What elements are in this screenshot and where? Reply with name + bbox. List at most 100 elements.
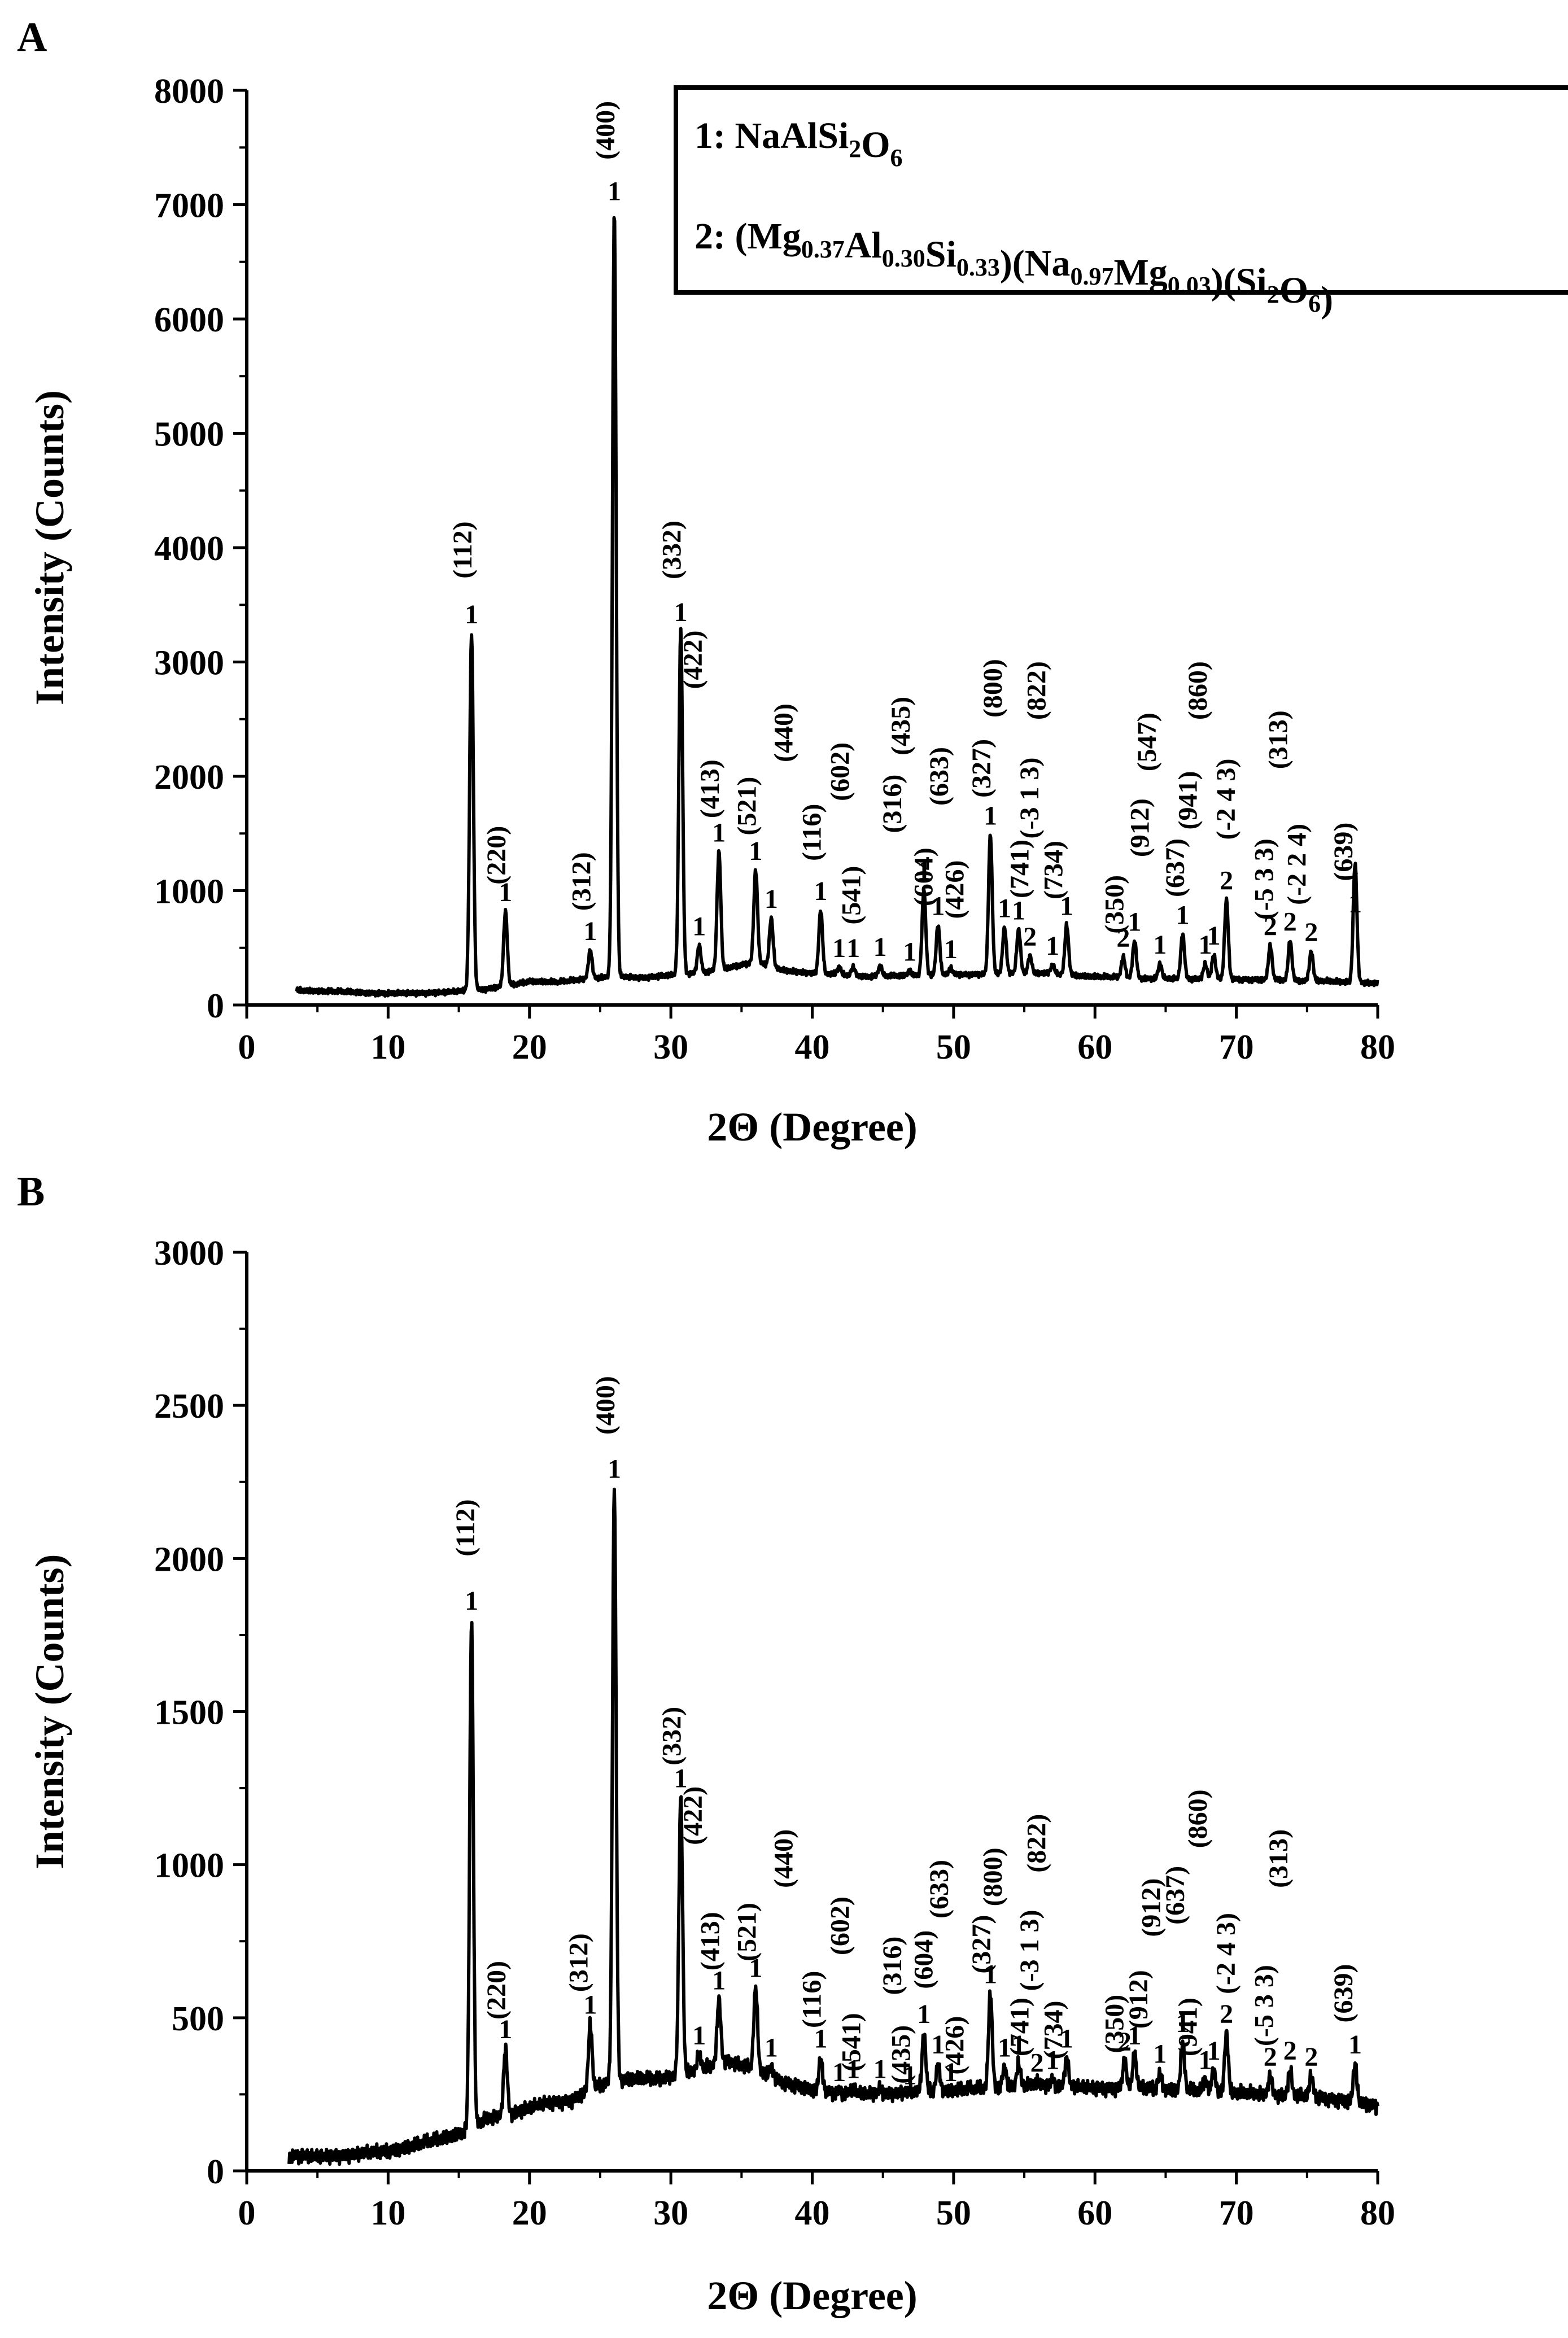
phase-marker: 1 xyxy=(814,876,828,906)
hkl-label: (602) xyxy=(826,1896,855,1955)
hkl-label: (-3 1 3) xyxy=(1015,1910,1045,1991)
hkl-label: (637) xyxy=(1160,838,1190,897)
hkl-label: (912) xyxy=(1124,1970,1154,2029)
phase-marker: 1 xyxy=(1012,2030,1025,2060)
hkl-label: (-2 4 3) xyxy=(1211,759,1241,840)
phase-marker: 1 xyxy=(499,2014,512,2044)
phase-marker: 1 xyxy=(765,2033,778,2063)
peak-point xyxy=(1355,922,1356,923)
phase-marker: 1 xyxy=(499,877,512,907)
hkl-label: (440) xyxy=(768,1829,798,1888)
phase-marker: 1 xyxy=(998,893,1011,923)
phase-marker: 1 xyxy=(1060,2024,1073,2053)
phase-marker: 1 xyxy=(608,177,621,207)
y-tick-label: 3000 xyxy=(154,1234,224,1273)
phase-marker: 2 xyxy=(1264,912,1277,942)
x-tick-label: 10 xyxy=(370,1028,405,1067)
x-axis-title: 2Θ (Degree) xyxy=(707,2273,917,2318)
phase-marker: 1 xyxy=(1348,2030,1362,2060)
y-tick-label: 1000 xyxy=(154,1847,224,1885)
hkl-label: (-2 4 3) xyxy=(1211,1913,1241,1994)
x-axis-title: 2Θ (Degree) xyxy=(707,1104,917,1150)
phase-marker: 1 xyxy=(674,597,688,627)
y-tick-label: 1000 xyxy=(154,873,224,911)
phase-marker: 2 xyxy=(1118,2027,1132,2057)
hkl-label: (800) xyxy=(978,1847,1008,1906)
phase-marker: 1 xyxy=(944,934,958,964)
y-tick-label: 2000 xyxy=(154,1540,224,1579)
x-tick-label: 20 xyxy=(512,2194,547,2232)
phase-marker: 1 xyxy=(1176,900,1189,930)
phase-marker: 2 xyxy=(1030,2048,1044,2078)
hkl-label: (639) xyxy=(1329,1964,1359,2022)
hkl-label: (-5 3 3) xyxy=(1250,1965,1279,2046)
phase-marker: 1 xyxy=(583,1990,597,2020)
hkl-label: (426) xyxy=(940,2016,969,2075)
phase-marker: 1 xyxy=(814,2024,828,2053)
phase-marker: 1 xyxy=(917,855,931,885)
hkl-label: (350) xyxy=(1099,875,1129,934)
phase-marker: 1 xyxy=(1153,930,1167,960)
phase-marker: 1 xyxy=(1207,921,1221,951)
hkl-label: (860) xyxy=(1183,1789,1213,1848)
hkl-label: (426) xyxy=(940,860,969,919)
hkl-label: (316) xyxy=(877,1937,907,1995)
hkl-label: (541) xyxy=(837,866,867,925)
phase-marker: 1 xyxy=(465,1586,478,1616)
x-tick-label: 50 xyxy=(936,1028,971,1067)
phase-marker: 1 xyxy=(1060,891,1073,921)
phase-marker: 1 xyxy=(931,891,945,921)
phase-marker: 1 xyxy=(931,2030,945,2060)
diffraction-pattern-line xyxy=(287,1487,1379,2166)
hkl-label: (327) xyxy=(967,739,997,798)
phase-marker: 2 xyxy=(1220,866,1233,896)
y-tick-label: 2000 xyxy=(154,758,224,797)
y-tick-label: 1500 xyxy=(154,1694,224,1732)
hkl-label: (332) xyxy=(657,521,687,579)
x-tick-label: 50 xyxy=(936,2194,971,2232)
hkl-label: (422) xyxy=(678,630,708,689)
hkl-label: (741) xyxy=(1005,840,1035,898)
hkl-label: (912) xyxy=(1125,798,1155,857)
legend-box xyxy=(674,85,1568,295)
hkl-label: (639) xyxy=(1329,823,1359,881)
y-tick-label: 4000 xyxy=(154,530,224,568)
hkl-label: (313) xyxy=(1264,710,1294,769)
y-tick-label: 7000 xyxy=(154,187,224,225)
phase-marker: 1 xyxy=(712,1965,726,1995)
phase-marker: 1 xyxy=(1153,2039,1167,2069)
phase-marker: 2 xyxy=(1220,1999,1233,2029)
hkl-label: (734) xyxy=(1039,2001,1069,2060)
hkl-label: (860) xyxy=(1183,661,1213,720)
hkl-label: (633) xyxy=(924,1860,954,1919)
hkl-label: (-2 2 4) xyxy=(1282,824,1312,905)
hkl-label: (422) xyxy=(678,1786,708,1845)
y-tick-label: 6000 xyxy=(154,301,224,339)
phase-marker: 1 xyxy=(903,2060,916,2090)
hkl-label: (912) xyxy=(1136,1878,1166,1937)
x-tick-label: 80 xyxy=(1360,2194,1395,2232)
hkl-label: (332) xyxy=(657,1707,687,1765)
hkl-label: (541) xyxy=(837,2013,867,2072)
x-tick-label: 80 xyxy=(1360,1028,1395,1067)
hkl-label: (800) xyxy=(978,659,1008,718)
phase-marker: 1 xyxy=(749,1954,762,1983)
hkl-label: (435) xyxy=(886,2025,916,2084)
phase-marker: 2 xyxy=(1023,922,1037,952)
hkl-label: (547) xyxy=(1132,713,1162,771)
hkl-label: (521) xyxy=(732,777,762,836)
diffraction-pattern-line xyxy=(295,216,1379,998)
hkl-label: (734) xyxy=(1039,841,1069,899)
phase-marker: 1 xyxy=(846,2055,860,2084)
hkl-label: (822) xyxy=(1022,1814,1052,1873)
hkl-label: (413) xyxy=(695,1912,725,1970)
phase-marker: 1 xyxy=(873,2055,887,2084)
hkl-label: (604) xyxy=(909,1930,938,1989)
hkl-label: (116) xyxy=(797,804,827,861)
phase-marker: 2 xyxy=(1304,2042,1318,2072)
y-tick-label: 3000 xyxy=(154,644,224,683)
y-axis-title: Intensity (Counts) xyxy=(27,390,72,705)
x-tick-label: 70 xyxy=(1219,1028,1254,1067)
hkl-label: (602) xyxy=(826,742,855,801)
phase-marker: 1 xyxy=(1348,889,1362,919)
